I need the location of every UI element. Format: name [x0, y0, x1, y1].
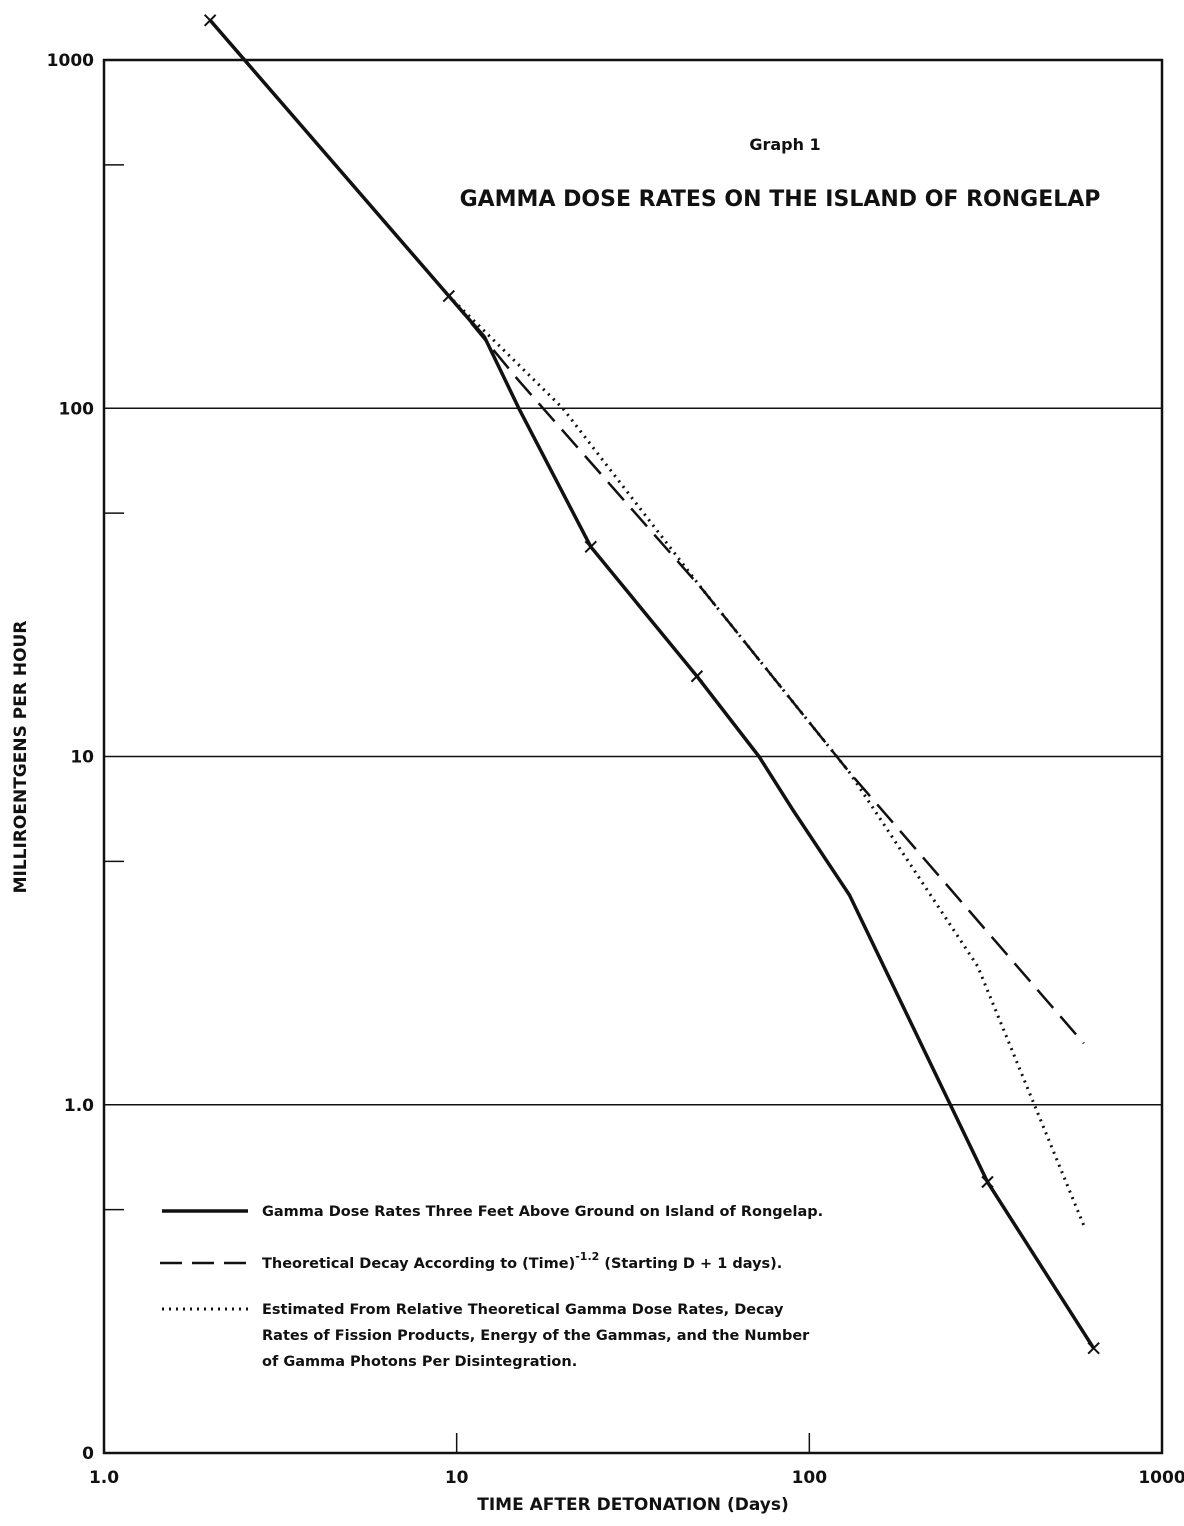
legend-label-dashed: Theoretical Decay According to (Time)-1.…	[262, 1250, 782, 1272]
series-line-solid	[208, 19, 1096, 1350]
data-point-marker	[584, 540, 597, 554]
legend-label-dotted-line3: of Gamma Photons Per Disintegration.	[262, 1354, 577, 1370]
x-mark-stroke	[584, 540, 597, 554]
y-tick-label: 100	[59, 399, 95, 419]
legend-dashed-exponent: -1.2	[575, 1250, 599, 1263]
gridlines	[104, 407, 1162, 1106]
ticks-layer: 0 1.0 10 100 1000 1.0 10 100 1000	[47, 51, 1184, 1488]
legend-dashed-tail: (Starting D + 1 days).	[599, 1256, 782, 1272]
series-line-dotted	[209, 19, 1086, 1227]
x-tick-label: 100	[792, 1468, 828, 1488]
x-tick-label: 10	[445, 1468, 469, 1488]
x-tick-label: 1000	[1138, 1468, 1184, 1488]
y-axis-title: MILLIROENTGENS PER HOUR	[11, 621, 31, 894]
legend-label-dotted-line2: Rates of Fission Products, Energy of the…	[262, 1328, 810, 1344]
legend-dashed-text: Theoretical Decay According to (Time)	[262, 1256, 575, 1272]
data-point-marker	[690, 670, 704, 683]
plot-frame	[102, 58, 1164, 1455]
x-mark-stroke	[690, 670, 704, 683]
x-mark-stroke	[203, 14, 217, 27]
chart-subtitle: Graph 1	[749, 135, 820, 154]
x-tick-label: 1.0	[89, 1468, 119, 1488]
data-point-marker	[981, 1175, 994, 1189]
y-tick-label: 1000	[47, 51, 94, 71]
y-tick-label: 0	[82, 1444, 94, 1464]
data-point-marker	[203, 14, 217, 27]
series-line-dashed	[447, 295, 1085, 1045]
y-tick-label: 10	[70, 748, 94, 768]
x-axis-title: TIME AFTER DETONATION (Days)	[477, 1495, 789, 1515]
legend-label-solid: Gamma Dose Rates Three Feet Above Ground…	[262, 1204, 823, 1220]
data-point-marker	[1087, 1341, 1100, 1355]
legend-label-dotted-line1: Estimated From Relative Theoretical Gamm…	[262, 1302, 784, 1318]
x-mark-stroke	[1087, 1341, 1100, 1355]
legend: Gamma Dose Rates Three Feet Above Ground…	[160, 1204, 823, 1370]
y-tick-label: 1.0	[64, 1096, 94, 1116]
series-layer	[203, 14, 1100, 1355]
chart-title: GAMMA DOSE RATES ON THE ISLAND OF RONGEL…	[460, 187, 1101, 212]
x-mark-stroke	[981, 1175, 994, 1189]
